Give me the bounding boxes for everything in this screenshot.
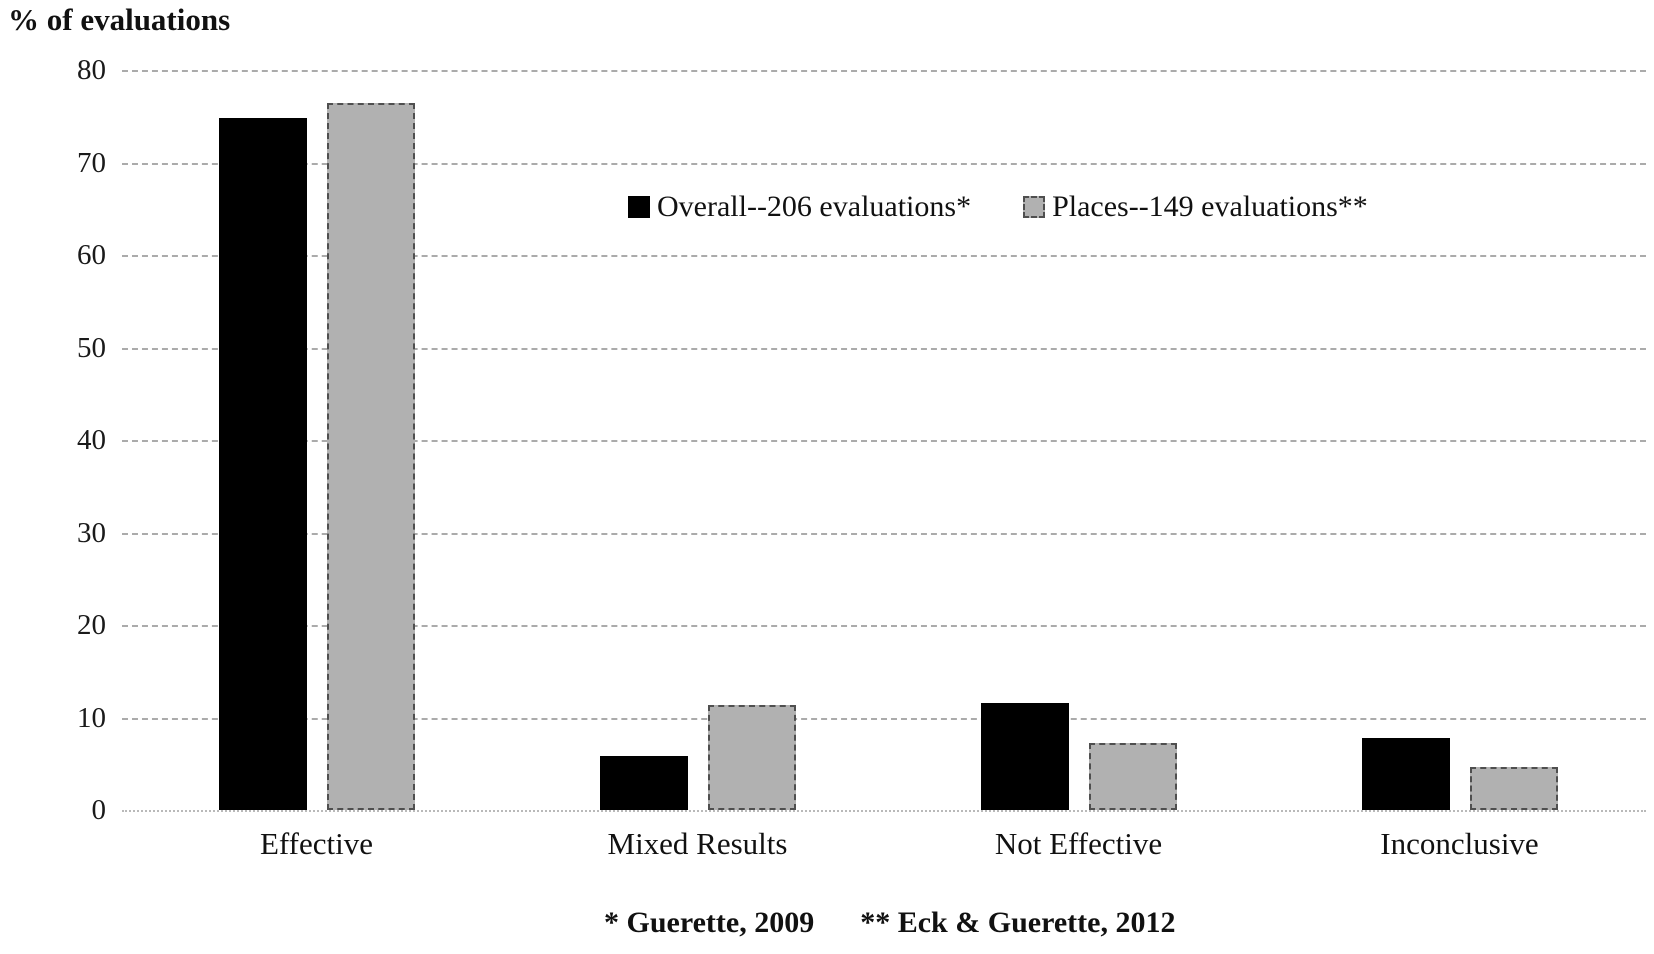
gridline [122, 347, 1646, 350]
category-label-mixed-results: Mixed Results [607, 826, 788, 861]
bar-places-inconclusive [1469, 767, 1558, 810]
category-label-inconclusive: Inconclusive [1380, 826, 1539, 861]
y-tick-label: 70 [77, 146, 106, 179]
bar-overall-effective [218, 118, 307, 810]
gridline [122, 532, 1646, 535]
y-axis-title: % of evaluations [8, 2, 231, 37]
footnote-eck-guerette-2012: ** Eck & Guerette, 2012 [860, 906, 1176, 939]
gridline [122, 162, 1646, 165]
y-tick-label: 40 [77, 424, 106, 456]
y-tick-label: 30 [77, 516, 106, 549]
bar-overall-inconclusive [1361, 737, 1450, 810]
gridline [122, 440, 1646, 442]
bar-places-effective [326, 103, 415, 810]
legend-label-places: Places--149 evaluations** [1052, 190, 1368, 223]
legend-swatch-black [628, 196, 650, 218]
footnote: * Guerette, 2009 ** Eck & Guerette, 2012 [604, 906, 1175, 940]
bar-overall-not-effective [980, 702, 1069, 810]
legend-item-places: Places--149 evaluations** [1023, 190, 1368, 224]
y-tick-label: 80 [77, 54, 106, 86]
y-tick-label: 20 [77, 609, 106, 641]
y-tick-label: 10 [77, 701, 106, 734]
y-tick-label: 60 [77, 239, 106, 271]
gridline [122, 70, 1646, 72]
x-axis-baseline [122, 810, 1646, 812]
legend-swatch-gray [1023, 196, 1046, 218]
gridline [122, 717, 1646, 720]
category-label-effective: Effective [259, 826, 374, 861]
gridline [122, 625, 1646, 627]
y-tick-label: 0 [91, 794, 107, 826]
category-label-not-effective: Not Effective [994, 826, 1163, 861]
legend-label-overall: Overall--206 evaluations* [657, 190, 972, 223]
gridline [122, 255, 1646, 257]
bar-places-not-effective [1088, 743, 1177, 810]
legend-item-overall: Overall--206 evaluations* [628, 190, 971, 224]
bar-places-mixed-results [707, 705, 796, 810]
bar-overall-mixed-results [599, 756, 688, 810]
legend: Overall--206 evaluations* Places--149 ev… [628, 190, 1368, 224]
footnote-guerette-2009: * Guerette, 2009 [604, 906, 815, 939]
y-tick-label: 50 [77, 331, 106, 364]
